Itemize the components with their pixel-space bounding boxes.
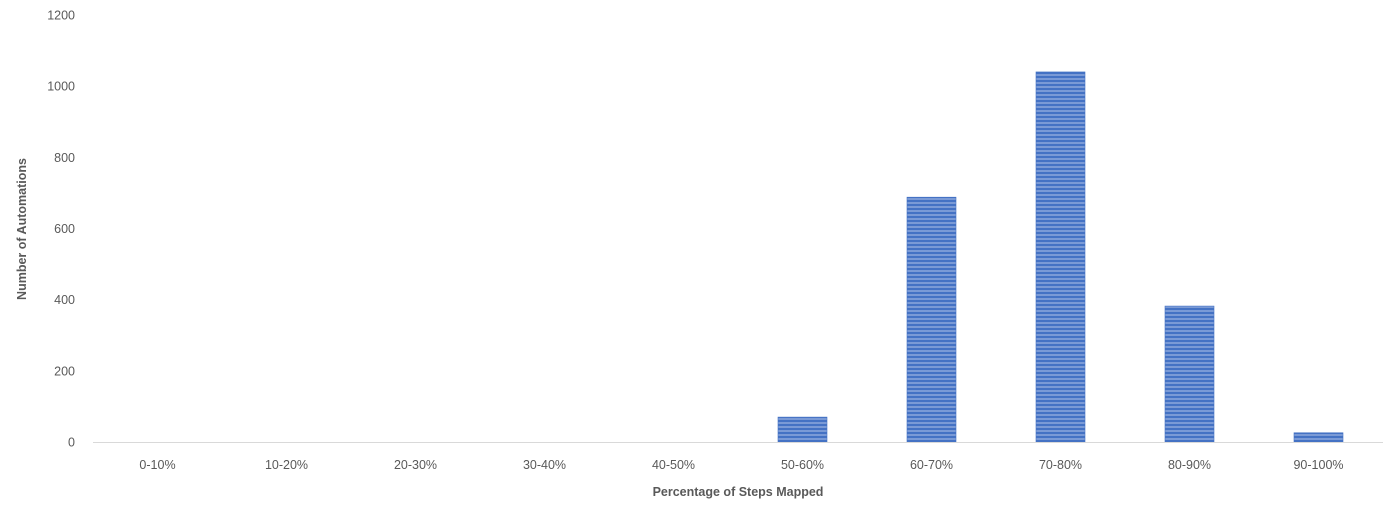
bar: [1164, 305, 1215, 443]
x-tick-label: 20-30%: [394, 458, 437, 472]
y-tick-label: 800: [54, 151, 75, 165]
x-tick-label: 0-10%: [139, 458, 175, 472]
x-tick-label: 60-70%: [910, 458, 953, 472]
y-tick-label: 1200: [47, 9, 75, 23]
x-tick-label: 50-60%: [781, 458, 824, 472]
x-axis-title: Percentage of Steps Mapped: [653, 485, 824, 499]
x-axis-tick-labels: 0-10% 10-20% 20-30% 30-40% 40-50% 50-60% 60-70…: [139, 458, 1343, 472]
bar: [1293, 432, 1344, 443]
x-tick-label: 70-80%: [1039, 458, 1082, 472]
x-tick-label: 40-50%: [652, 458, 695, 472]
bar: [777, 416, 828, 443]
y-tick-label: 400: [54, 293, 75, 307]
y-tick-label: 600: [54, 222, 75, 236]
bars-group: [777, 71, 1344, 443]
y-axis-title: Number of Automations: [15, 158, 29, 300]
x-tick-label: 30-40%: [523, 458, 566, 472]
y-tick-label: 200: [54, 364, 75, 378]
x-tick-label: 80-90%: [1168, 458, 1211, 472]
x-tick-label: 10-20%: [265, 458, 308, 472]
y-tick-label: 1000: [47, 80, 75, 94]
bar: [906, 196, 957, 443]
y-axis-tick-labels: 0 200 400 600 800 1000 1200: [47, 9, 75, 450]
bar: [1035, 71, 1086, 443]
y-tick-label: 0: [68, 436, 75, 450]
x-tick-label: 90-100%: [1293, 458, 1343, 472]
